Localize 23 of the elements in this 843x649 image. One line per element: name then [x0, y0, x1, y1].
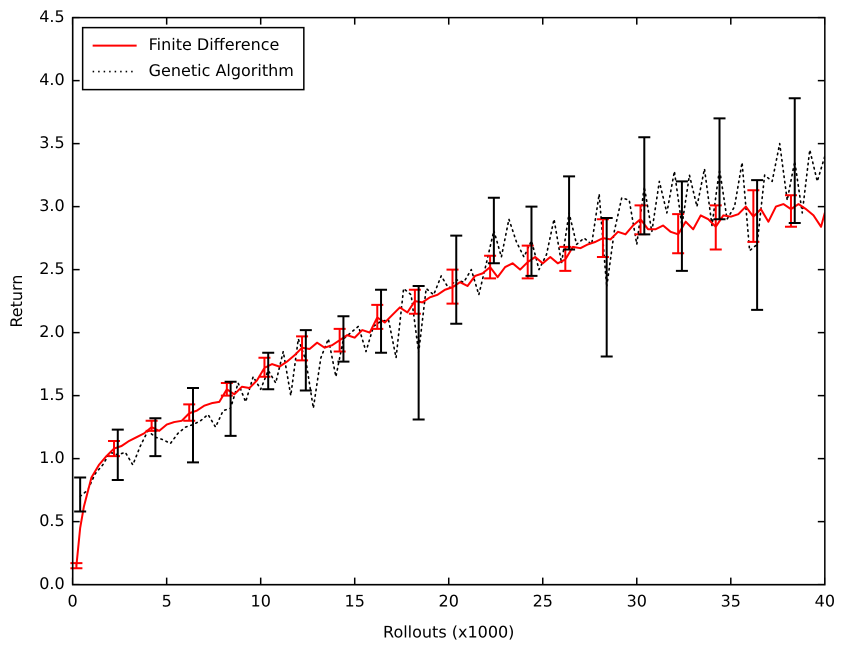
- x-tick-label: 25: [532, 591, 553, 610]
- x-tick-label: 15: [344, 591, 365, 610]
- y-tick-label: 3.0: [39, 196, 65, 215]
- x-tick-label: 0: [68, 591, 78, 610]
- y-tick-label: 0.0: [39, 574, 65, 593]
- x-tick-label: 40: [814, 591, 835, 610]
- legend-label: Finite Difference: [148, 34, 280, 54]
- x-tick-label: 5: [162, 591, 172, 610]
- x-tick-label: 10: [250, 591, 271, 610]
- y-tick-label: 1.0: [39, 448, 65, 467]
- y-tick-label: 0.5: [39, 510, 65, 530]
- x-axis-title: Rollouts (x1000): [383, 622, 514, 642]
- y-tick-label: 1.5: [39, 384, 65, 404]
- y-tick-label: 4.0: [39, 70, 65, 89]
- x-tick-label: 35: [720, 591, 741, 610]
- y-tick-label: 2.5: [39, 258, 65, 278]
- y-tick-label: 3.5: [39, 132, 65, 152]
- y-axis-title: Return: [6, 274, 26, 328]
- legend-label: Genetic Algorithm: [148, 60, 294, 80]
- x-tick-label: 30: [626, 591, 647, 610]
- x-tick-label: 20: [438, 591, 459, 610]
- y-tick-label: 2.0: [39, 322, 65, 341]
- y-tick-label: 4.5: [39, 6, 65, 26]
